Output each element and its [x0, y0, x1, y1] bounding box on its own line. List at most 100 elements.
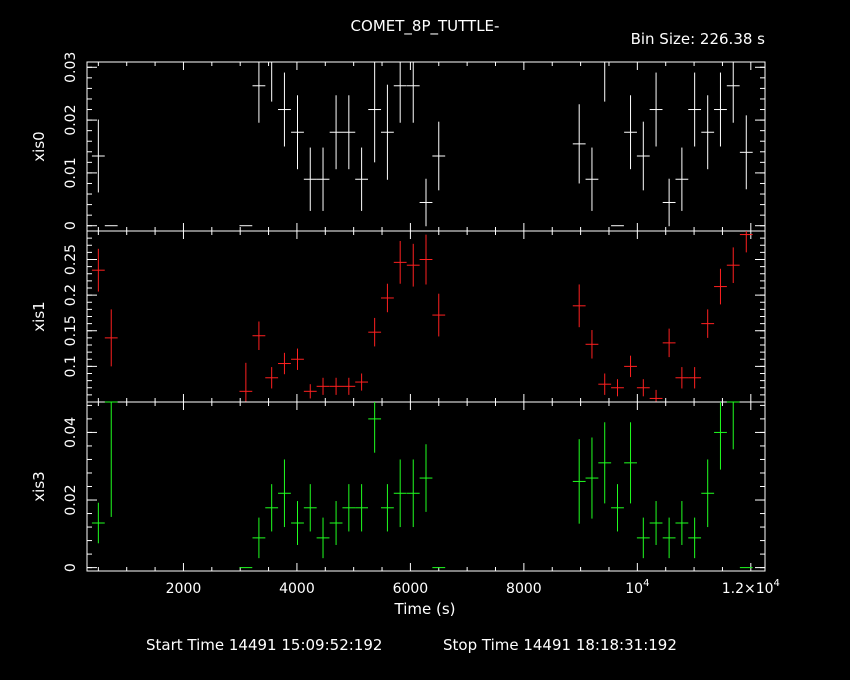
- y-tick-label: 0.03: [63, 52, 79, 83]
- y-tick-label: 0.01: [63, 157, 79, 188]
- data-point-xis0: [419, 178, 433, 227]
- data-point-xis1: [368, 317, 382, 347]
- data-point-xis3: [598, 422, 612, 504]
- data-point-xis1: [611, 379, 624, 397]
- data-point-xis3: [649, 501, 663, 545]
- data-point-xis3: [688, 517, 702, 559]
- data-point-xis3: [368, 402, 382, 453]
- data-point-xis0: [726, 62, 740, 123]
- data-point-xis1: [91, 248, 105, 292]
- panel-xis1: 0.1 0.15 0.2 0.25 xis1: [30, 230, 766, 403]
- x-tick-label-exponent: 4: [774, 578, 780, 589]
- data-point-xis1: [675, 367, 689, 389]
- data-point-xis0: [342, 95, 356, 170]
- data-point-xis1: [316, 377, 330, 395]
- data-point-xis0: [585, 147, 599, 211]
- data-point-xis1: [381, 283, 394, 313]
- data-point-xis3: [419, 444, 433, 512]
- x-axis-label: Time (s): [394, 600, 456, 618]
- data-point-xis0: [91, 119, 105, 193]
- data-point-xis3: [393, 459, 407, 528]
- data-point-xis3: [104, 401, 118, 517]
- panel-xis0: 0 0.01 0.02 0.03 xis0: [30, 52, 766, 232]
- data-point-xis0: [316, 147, 330, 211]
- y-tick-label: 0.2: [63, 284, 79, 306]
- data-point-xis1: [303, 384, 317, 399]
- data-point-xis3: [636, 517, 650, 559]
- data-point-xis0: [572, 104, 586, 184]
- data-point-xis1: [598, 373, 612, 395]
- data-point-xis3: [585, 437, 599, 519]
- data-point-xis1: [572, 284, 586, 328]
- data-point-xis0: [265, 61, 279, 102]
- data-point-xis0: [406, 62, 420, 123]
- data-point-xis1: [291, 348, 304, 370]
- data-point-xis0: [598, 61, 612, 102]
- data-point-xis0: [393, 62, 407, 123]
- data-point-xis0: [252, 62, 266, 123]
- data-point-xis1: [239, 362, 253, 402]
- data-point-xis0: [688, 72, 702, 147]
- y-axis-label-xis1: xis1: [30, 301, 48, 331]
- data-point-xis3: [726, 401, 740, 450]
- x-tick-label: 2000: [166, 581, 202, 597]
- data-point-xis3: [278, 459, 291, 528]
- data-point-xis1: [649, 389, 663, 402]
- stop-time-label: Stop Time 14491 18:18:31:192: [443, 636, 677, 654]
- y-tick-label: 0.1: [63, 355, 79, 377]
- data-point-xis0: [303, 147, 317, 211]
- x-tick-label-exponent: 4: [643, 578, 649, 589]
- y-tick-label: 0: [63, 563, 79, 572]
- x-tick-label: 8000: [506, 581, 542, 597]
- data-point-xis3: [91, 502, 105, 544]
- data-point-xis1: [701, 309, 715, 338]
- data-point-xis1: [714, 268, 727, 305]
- data-point-xis1: [329, 377, 343, 395]
- data-point-xis0: [291, 95, 304, 170]
- y-tick-label: 0.15: [63, 315, 79, 346]
- data-point-xis0: [701, 95, 715, 170]
- data-point-xis0: [675, 147, 689, 211]
- y-tick-label: 0.02: [63, 105, 79, 136]
- chart-title: COMET_8P_TUTTLE-: [351, 17, 500, 36]
- data-point-xis3: [329, 501, 343, 545]
- x-tick-label: 6000: [393, 581, 429, 597]
- data-point-xis0: [278, 72, 291, 147]
- data-point-xis1: [393, 240, 407, 284]
- y-tick-label: 0.04: [63, 417, 79, 448]
- data-point-xis3: [701, 459, 715, 528]
- y-tick-label: 0: [63, 221, 79, 230]
- data-point-xis1: [104, 309, 118, 367]
- data-point-xis0: [355, 147, 369, 211]
- data-point-xis3: [406, 459, 420, 528]
- data-point-xis3: [342, 484, 356, 532]
- data-point-xis1: [252, 321, 266, 350]
- data-point-xis3: [662, 517, 676, 559]
- data-point-xis3: [675, 501, 689, 545]
- data-point-xis3: [265, 484, 279, 532]
- data-point-xis3: [381, 484, 394, 532]
- data-point-xis0: [649, 72, 663, 147]
- data-point-xis3: [624, 422, 637, 504]
- data-point-xis0: [739, 115, 753, 190]
- data-point-xis0: [636, 121, 650, 191]
- data-point-xis3: [714, 402, 727, 470]
- data-point-xis0: [714, 72, 727, 147]
- data-point-xis1: [662, 328, 676, 358]
- x-tick-label: 4000: [279, 581, 315, 597]
- data-point-xis3: [611, 484, 624, 532]
- data-point-xis0: [381, 84, 394, 180]
- start-time-label: Start Time 14491 15:09:52:192: [146, 636, 383, 654]
- y-tick-label: 0.02: [63, 484, 79, 515]
- data-point-xis1: [265, 367, 279, 389]
- y-axis-label-xis0: xis0: [30, 131, 48, 161]
- data-point-xis1: [726, 247, 740, 284]
- y-axis-label-xis3: xis3: [30, 471, 48, 501]
- data-point-xis1: [636, 379, 650, 397]
- data-point-xis1: [342, 377, 356, 395]
- data-point-xis1: [739, 231, 753, 253]
- data-point-xis3: [303, 484, 317, 532]
- data-point-xis1: [355, 373, 369, 391]
- data-point-xis0: [368, 62, 382, 163]
